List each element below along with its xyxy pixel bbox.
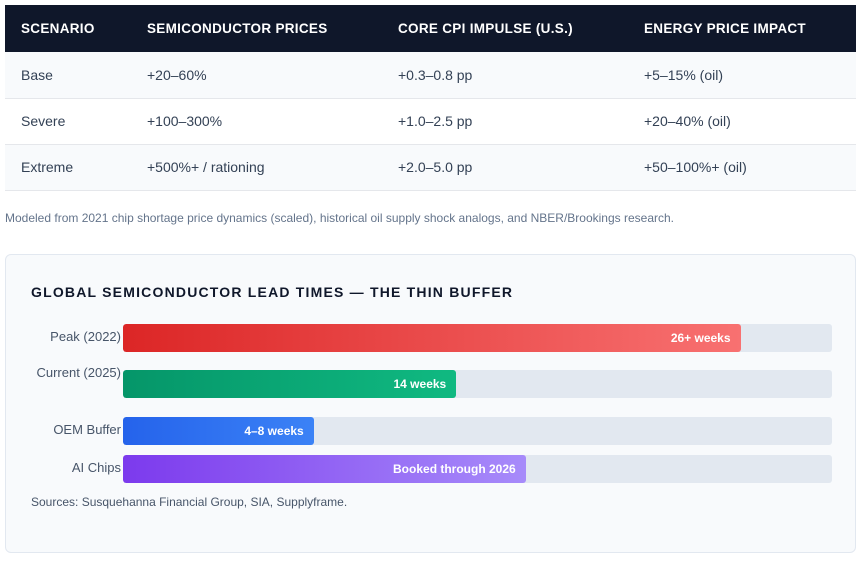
scenario-table-container: SCENARIO SEMICONDUCTOR PRICES CORE CPI I… [5, 5, 856, 191]
sources-note: Sources: Susquehanna Financial Group, SI… [31, 495, 348, 509]
bar-fill-current: 14 weeks [123, 370, 457, 398]
header-scenario: SCENARIO [21, 21, 95, 36]
header-semiconductor-prices: SEMICONDUCTOR PRICES [147, 21, 328, 36]
table-cell: Severe [5, 98, 131, 145]
table-row: Extreme +500%+ / rationing +2.0–5.0 pp +… [5, 144, 856, 191]
bar-track-ai-chips: Booked through 2026 [123, 455, 832, 483]
table-cell: +2.0–5.0 pp [382, 144, 628, 191]
bar-label-current: Current (2025) [36, 365, 121, 380]
bar-label-peak: Peak (2022) [50, 329, 121, 344]
bar-value-label: 26+ weeks [670, 331, 731, 345]
bar-value-label: Booked through 2026 [393, 462, 516, 476]
table-row: Base +20–60% +0.3–0.8 pp +5–15% (oil) [5, 52, 856, 99]
bar-value-label: 14 weeks [393, 377, 447, 391]
lead-times-panel: GLOBAL SEMICONDUCTOR LEAD TIMES — THE TH… [5, 254, 856, 553]
table-cell: Base [5, 52, 131, 99]
table-cell: +20–40% (oil) [628, 98, 856, 145]
bar-track-oem-buffer: 4–8 weeks [123, 417, 832, 445]
panel-title: GLOBAL SEMICONDUCTOR LEAD TIMES — THE TH… [31, 284, 514, 300]
bar-label-oem-buffer: OEM Buffer [53, 422, 121, 437]
table-cell: +100–300% [131, 98, 382, 145]
table-row: Severe +100–300% +1.0–2.5 pp +20–40% (oi… [5, 98, 856, 145]
header-core-cpi-impulse: CORE CPI IMPULSE (U.S.) [398, 21, 573, 36]
bar-value-label: 4–8 weeks [244, 424, 304, 438]
bar-fill-oem-buffer: 4–8 weeks [123, 417, 314, 445]
bar-label-ai-chips: AI Chips [71, 460, 121, 475]
table-cell: +20–60% [131, 52, 382, 99]
bar-fill-peak: 26+ weeks [123, 324, 741, 352]
bar-fill-ai-chips: Booked through 2026 [123, 455, 526, 483]
table-cell: +5–15% (oil) [628, 52, 856, 99]
table-header-row: SCENARIO SEMICONDUCTOR PRICES CORE CPI I… [5, 5, 856, 52]
table-cell: +500%+ / rationing [131, 144, 382, 191]
model-note: Modeled from 2021 chip shortage price dy… [5, 211, 674, 225]
scenario-table: SCENARIO SEMICONDUCTOR PRICES CORE CPI I… [5, 5, 856, 191]
bar-track-current: 14 weeks [123, 370, 832, 398]
table-cell: +50–100%+ (oil) [628, 144, 856, 191]
table-cell: +1.0–2.5 pp [382, 98, 628, 145]
table-cell: Extreme [5, 144, 131, 191]
table-cell: +0.3–0.8 pp [382, 52, 628, 99]
bar-track-peak: 26+ weeks [123, 324, 832, 352]
header-energy-price-impact: ENERGY PRICE IMPACT [644, 21, 806, 36]
